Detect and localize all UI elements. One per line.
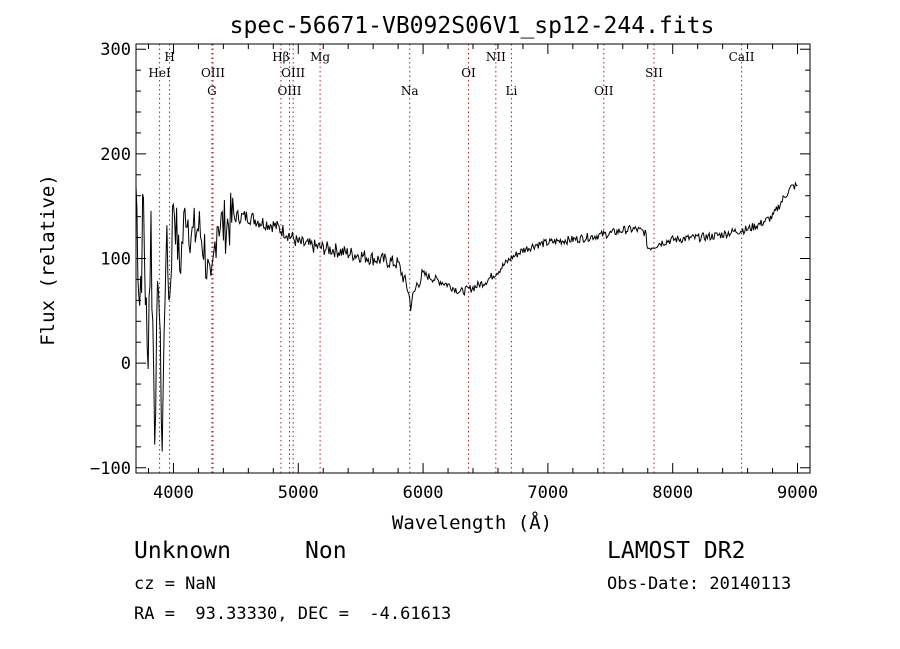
- spectral-line-markers: HeI H OIII G Hβ OIII OIII Mg Na OI NII Li OII SII CaII: [148, 44, 755, 473]
- plot-frame: [135, 43, 811, 474]
- spectrum-line: [135, 181, 798, 452]
- spectral-line-label: Li: [506, 84, 518, 98]
- spectral-line-label: OIII: [277, 84, 301, 98]
- redshift-cz: cz = NaN: [134, 574, 216, 594]
- spectral-line-label: SII: [645, 66, 663, 80]
- y-tick-label: −100: [90, 459, 131, 479]
- coordinates: RA = 93.33330, DEC = -4.61613: [134, 604, 452, 624]
- object-class: Unknown: [134, 538, 231, 564]
- x-tick-label: 7000: [527, 483, 568, 503]
- y-axis-label: Flux (relative): [37, 174, 59, 346]
- y-tick-label: 100: [100, 250, 131, 270]
- object-subclass: Non: [305, 538, 347, 564]
- spectral-line-label: Na: [401, 84, 419, 98]
- spectral-line-label: CaII: [729, 50, 755, 64]
- x-tick-label: 5000: [278, 483, 319, 503]
- y-tick-label: 300: [100, 40, 131, 60]
- spectrum-plot-area: [135, 181, 798, 452]
- spectral-line-label: Hβ: [272, 50, 289, 64]
- spectral-line-label: G: [207, 84, 217, 98]
- spectral-line-label: H: [164, 50, 174, 64]
- spectral-line-label: Mg: [310, 50, 330, 64]
- x-tick-label: 8000: [652, 483, 693, 503]
- spectral-line-label: OIII: [201, 66, 225, 80]
- x-tick-label: 4000: [153, 483, 194, 503]
- spectral-line-label: OIII: [281, 66, 305, 80]
- spectral-line-label: OII: [594, 84, 614, 98]
- x-tick-label: 9000: [777, 483, 818, 503]
- spectral-line-label: HeI: [148, 66, 171, 80]
- obs-date: Obs-Date: 20140113: [607, 574, 792, 594]
- spectral-line-label: NII: [486, 50, 506, 64]
- x-axis-label: Wavelength (Å): [392, 511, 552, 534]
- spectral-line-label: OI: [461, 66, 476, 80]
- x-tick-label: 6000: [403, 483, 444, 503]
- y-tick-label: 200: [100, 145, 131, 165]
- y-tick-label: 0: [121, 354, 131, 374]
- survey-name: LAMOST DR2: [607, 538, 746, 564]
- chart-title: spec-56671-VB092S06V1_sp12-244.fits: [230, 13, 715, 39]
- axes: 4000 5000 6000 7000 8000 9000 −100 0 100 200 300: [90, 40, 818, 503]
